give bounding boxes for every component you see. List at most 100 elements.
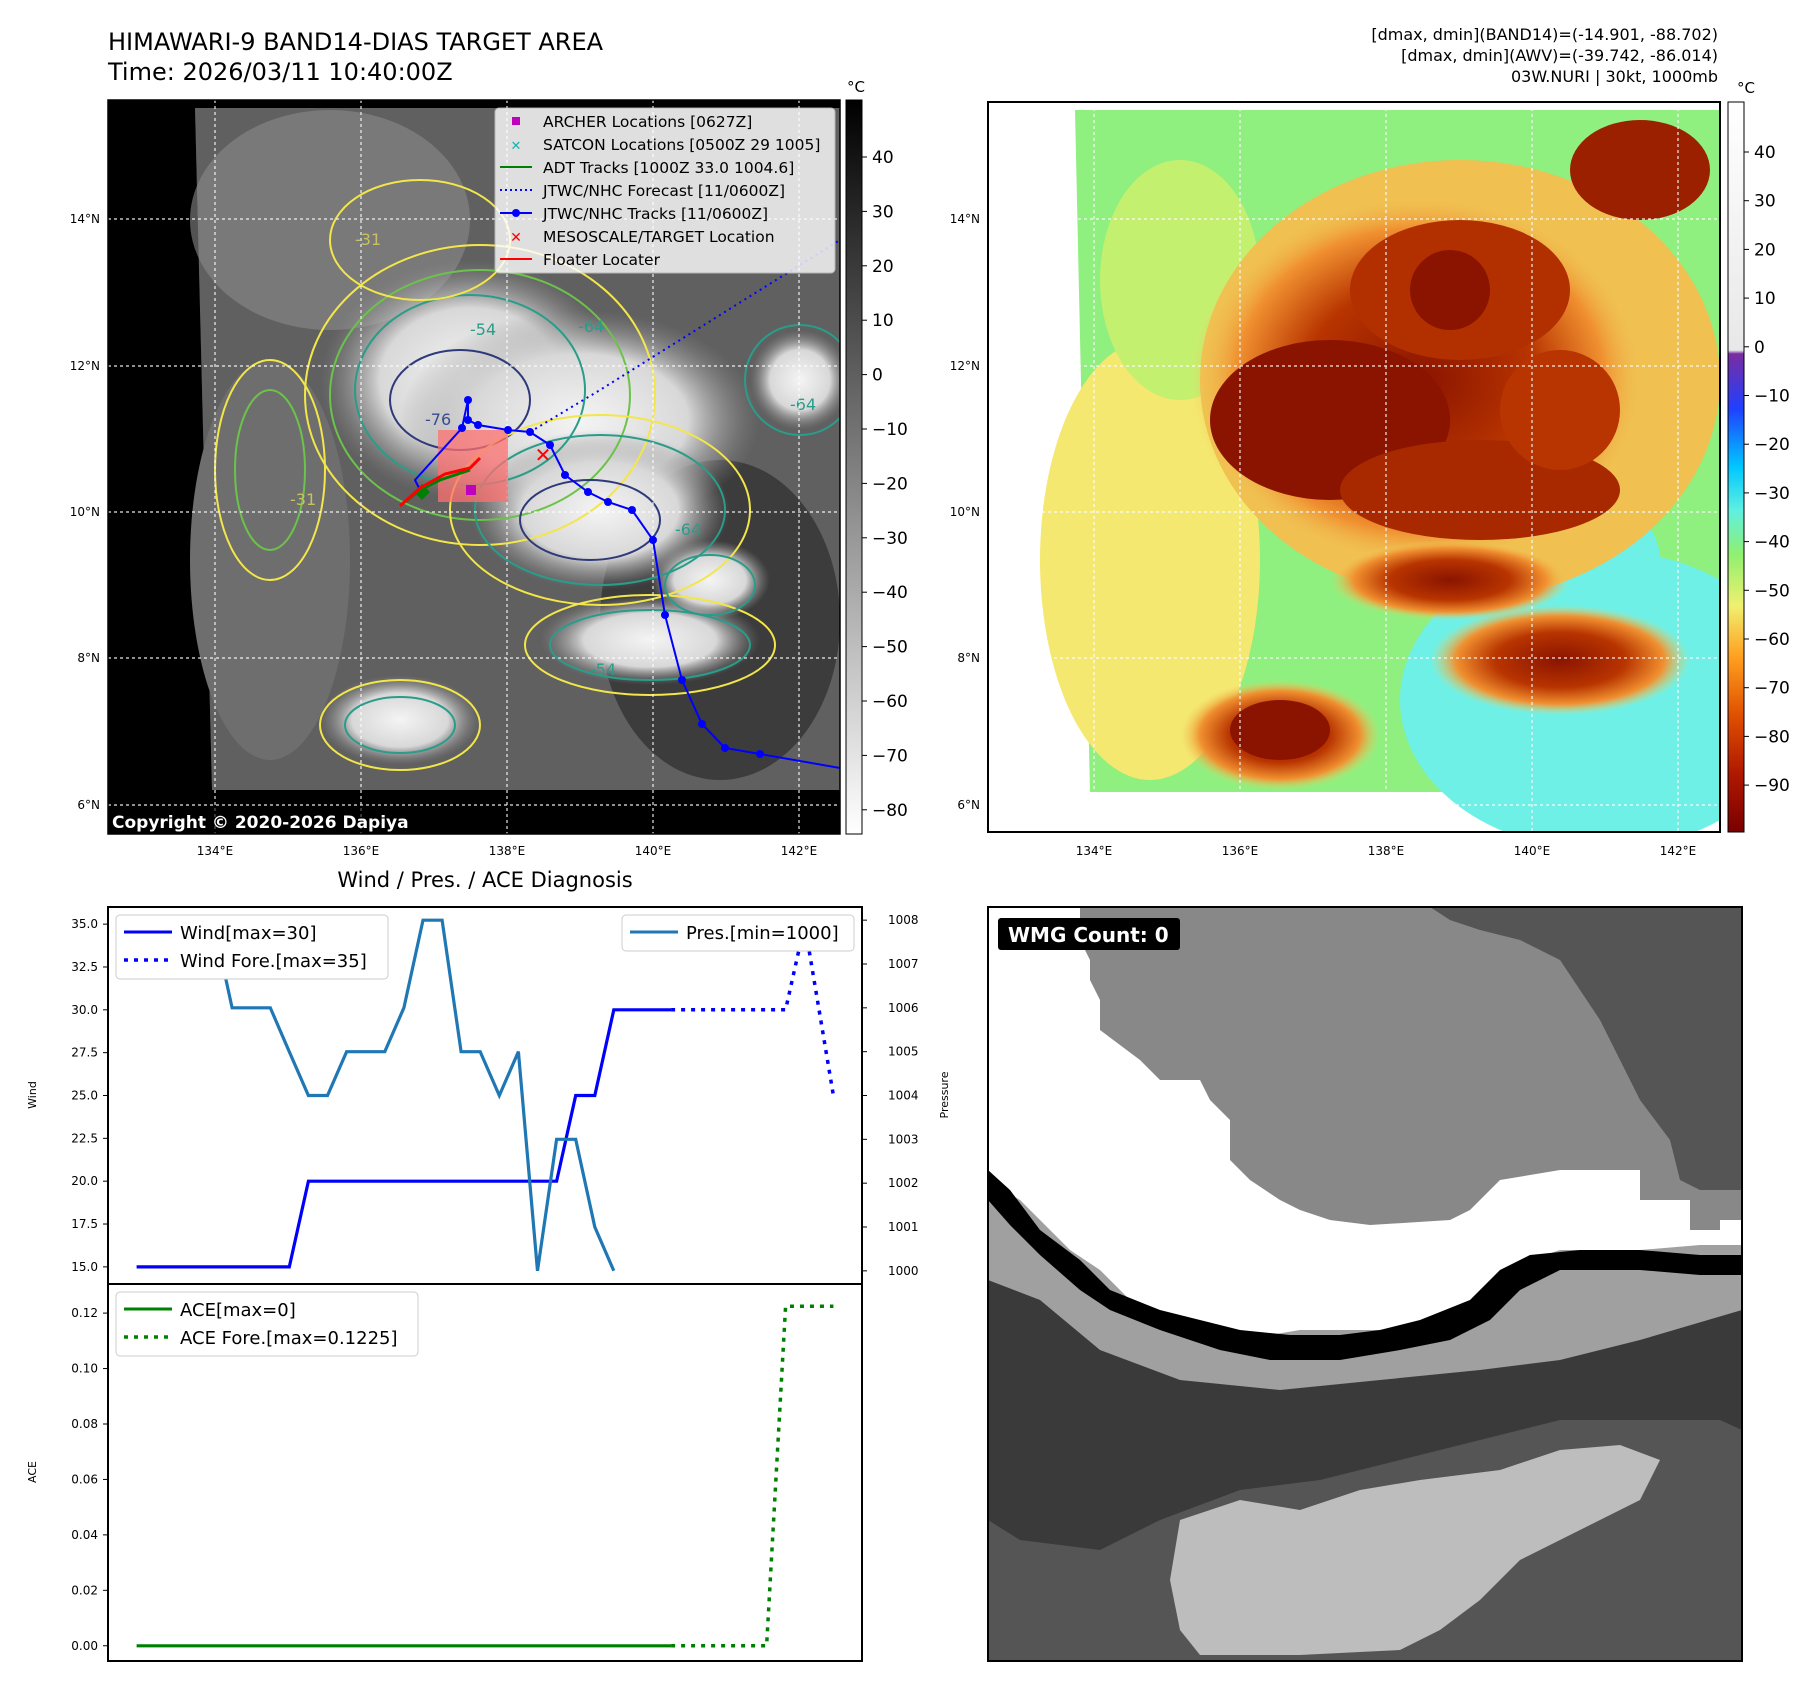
lon-tick: 134°E	[1076, 844, 1113, 858]
legend-satcon-label: SATCON Locations [0500Z 29 1005]	[543, 136, 820, 154]
pressure-tick-label: 1005	[888, 1045, 919, 1059]
colorbar-tick-label: 30	[872, 202, 894, 222]
colorbar-tick-label: −80	[872, 801, 908, 821]
wind-tick-label: 20.0	[71, 1174, 98, 1188]
colorbar-right-unit: °C	[1737, 79, 1755, 97]
lat-tick: 14°N	[70, 212, 100, 226]
lat-tick: 8°N	[77, 651, 100, 665]
wind-tick-label: 22.5	[71, 1131, 98, 1145]
colorbar-tick-label: 10	[1754, 289, 1776, 309]
colorbar-tick-label: 0	[872, 366, 883, 386]
stats-line-2: [dmax, dmin](AWV)=(-39.742, -86.014)	[1401, 46, 1718, 65]
colorbar-tick-label: −90	[1754, 776, 1790, 796]
wind-tick-label: 27.5	[71, 1046, 98, 1060]
colorbar-tick-label: 20	[1754, 240, 1776, 260]
legend-ace-fore-label: ACE Fore.[max=0.1225]	[180, 1328, 398, 1349]
ace-tick-label: 0.00	[71, 1639, 98, 1653]
colorbar-tick-label: −50	[872, 638, 908, 658]
colorbar-tick-label: 40	[872, 148, 894, 168]
lon-tick: 136°E	[1222, 844, 1259, 858]
wmg-count-label: WMG Count: 0	[1008, 923, 1169, 947]
pressure-axis-label: Pressure	[938, 1071, 951, 1118]
lon-tick: 142°E	[781, 844, 818, 858]
map-legend: ARCHER Locations [0627Z] ✕ SATCON Locati…	[494, 107, 836, 274]
contour-label: -76	[425, 410, 451, 429]
lon-tick: 138°E	[1368, 844, 1405, 858]
lat-tick: 10°N	[70, 505, 100, 519]
colorbar-tick-label: −80	[1754, 727, 1790, 747]
lon-tick: 138°E	[489, 844, 526, 858]
colorbar-tick-label: 40	[1754, 143, 1776, 163]
colorbar-tick-label: −20	[872, 474, 908, 494]
legend-forecast-label: JTWC/NHC Forecast [11/0600Z]	[542, 182, 785, 200]
legend-tracks-label: JTWC/NHC Tracks [11/0600Z]	[542, 205, 768, 223]
ace-chart: ACE 0.12 0.10 0.08 0.06 0.04 0.02 0.00 ACE[max…	[26, 1283, 863, 1662]
lat-tick: 6°N	[77, 798, 100, 812]
legend-adt-label: ADT Tracks [1000Z 33.0 1004.6]	[543, 159, 794, 177]
series-line-ace-forecast	[671, 1304, 834, 1648]
colorbar-left: °C 40 30 20 10 0 −10 −20 −30 −40 −50 −60 −70 −80	[845, 78, 908, 835]
lat-tick: 8°N	[957, 651, 980, 665]
colorbar-tick-label: 20	[872, 257, 894, 277]
contour-label: -54	[590, 660, 616, 679]
legend-wind-fore-label: Wind Fore.[max=35]	[180, 951, 367, 972]
pressure-tick-label: 1001	[888, 1220, 919, 1234]
series-line-wind-forecast	[671, 923, 836, 1096]
colorbar-tick-label: −50	[1754, 581, 1790, 601]
contour-label: -31	[355, 230, 381, 249]
target-marker: ✕	[535, 443, 552, 467]
map-right-axis-labels: 134°E 136°E 138°E 140°E 142°E 14°N 12°N …	[950, 212, 1697, 858]
map-left-axis-labels: 134°E 136°E 138°E 140°E 142°E 14°N 12°N …	[70, 212, 818, 858]
wind-axis-label: Wind	[26, 1081, 39, 1109]
archer-marker	[466, 485, 476, 495]
colorbar-tick-label: −70	[872, 746, 908, 766]
legend-ace-label: ACE[max=0]	[180, 1300, 296, 1321]
colorbar-tick-label: 0	[1754, 338, 1765, 358]
pressure-tick-label: 1007	[888, 957, 919, 971]
ace-tick-label: 0.10	[71, 1362, 98, 1376]
series-line-wind	[136, 1008, 672, 1269]
wind-tick-label: 35.0	[71, 917, 98, 931]
title-line-1: HIMAWARI-9 BAND14-DIAS TARGET AREA	[108, 28, 604, 56]
wmg-frame	[987, 906, 1743, 1662]
lon-tick: 142°E	[1660, 844, 1697, 858]
wind-tick-label: 30.0	[71, 1003, 98, 1017]
wind-tick-label: 25.0	[71, 1089, 98, 1103]
contour-label: -64	[578, 317, 604, 336]
wind-tick-label: 32.5	[71, 960, 98, 974]
legend-floater-label: Floater Locater	[543, 251, 661, 269]
ace-tick-label: 0.06	[71, 1472, 98, 1486]
colorbar-tick-label: −10	[1754, 387, 1790, 407]
wind-pressure-chart: Wind Pressure 35.0 32.5 30.0 27.5 25.0 22.5 20…	[26, 906, 951, 1285]
lat-tick: 12°N	[950, 359, 980, 373]
pressure-tick-label: 1006	[888, 1001, 919, 1015]
wind-legend: Wind[max=30] Wind Fore.[max=35]	[115, 914, 389, 980]
colorbar-tick-label: −70	[1754, 679, 1790, 699]
lon-tick: 134°E	[197, 844, 234, 858]
ace-tick-label: 0.12	[71, 1306, 98, 1320]
pressure-legend: Pres.[min=1000]	[621, 914, 855, 952]
copyright-text: Copyright © 2020-2026 Dapiya	[112, 813, 409, 833]
legend-archer-label: ARCHER Locations [0627Z]	[543, 113, 752, 131]
legend-target-icon: ✕	[510, 230, 522, 246]
colorbar-tick-label: −30	[872, 529, 908, 549]
colorbar-tick-label: −40	[872, 583, 908, 603]
ace-legend: ACE[max=0] ACE Fore.[max=0.1225]	[115, 1291, 419, 1357]
awv-satellite-map	[988, 102, 1720, 832]
lat-tick: 6°N	[957, 798, 980, 812]
colorbar-tick-label: −60	[1754, 630, 1790, 650]
ace-tick-label: 0.08	[71, 1417, 98, 1431]
pressure-tick-label: 1002	[888, 1176, 919, 1190]
lat-tick: 12°N	[70, 359, 100, 373]
colorbar-tick-label: 10	[872, 311, 894, 331]
legend-pres-label: Pres.[min=1000]	[686, 923, 839, 944]
colorbar-tick-label: −40	[1754, 533, 1790, 553]
contour-label: -54	[470, 320, 496, 339]
colorbar-tick-label: −30	[1754, 484, 1790, 504]
lon-tick: 140°E	[1514, 844, 1551, 858]
map-frame-right	[987, 101, 1721, 833]
colorbar-left-unit: °C	[847, 78, 865, 96]
colorbar-tick-label: −20	[1754, 435, 1790, 455]
lat-tick: 10°N	[950, 505, 980, 519]
wmg-panel: WMG Count: 0	[987, 906, 1743, 1662]
